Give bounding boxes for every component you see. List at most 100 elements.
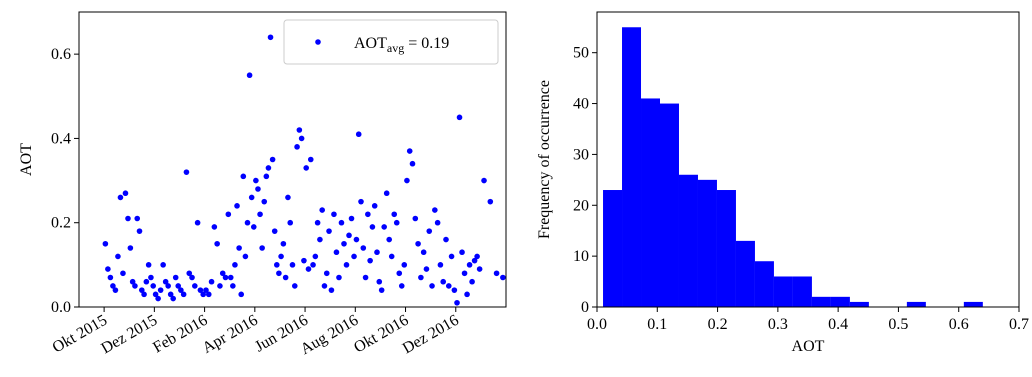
data-point (192, 283, 198, 289)
data-point (367, 257, 373, 264)
data-point (248, 194, 255, 201)
data-point (236, 245, 242, 251)
data-point (333, 249, 340, 256)
x-tick-label: 0.1 (647, 316, 667, 333)
data-point (234, 203, 240, 209)
data-point (454, 299, 460, 306)
data-point (132, 283, 138, 289)
data-point (298, 135, 305, 142)
histogram-bar (735, 240, 755, 307)
data-point (170, 295, 176, 302)
data-point (289, 262, 296, 268)
data-point (351, 253, 357, 260)
data-point (107, 274, 114, 281)
data-point (122, 190, 129, 197)
data-point (255, 186, 261, 192)
data-point (312, 253, 319, 260)
data-point (232, 262, 238, 268)
data-point (263, 173, 270, 180)
data-point (469, 278, 475, 285)
data-point (451, 287, 458, 293)
data-point (253, 177, 259, 184)
data-point (378, 287, 385, 293)
histogram-bar (792, 276, 812, 307)
y-tick-label: 20 (573, 197, 589, 214)
data-point (178, 287, 184, 293)
data-point (183, 169, 190, 175)
data-point (205, 291, 212, 298)
data-point (423, 266, 430, 272)
x-tick-label: Dez 2015 (98, 312, 160, 358)
data-point (294, 144, 300, 150)
data-point (155, 295, 161, 302)
y-axis-label: AOT (18, 143, 35, 176)
data-point (141, 291, 147, 298)
data-point (129, 278, 136, 285)
data-point (162, 278, 169, 285)
data-point (165, 283, 171, 289)
data-point (346, 232, 352, 239)
x-tick-label: Aug 2016 (298, 312, 362, 359)
data-point (246, 72, 253, 79)
data-point (127, 245, 134, 251)
data-point (197, 287, 204, 293)
x-tick-label: Okt 2015 (50, 312, 110, 357)
data-point (225, 211, 232, 218)
data-point (269, 156, 276, 163)
data-point (500, 274, 506, 281)
histogram-bar (811, 296, 831, 307)
y-axis-label: Frequency of occurrence (536, 80, 553, 239)
x-tick-label: 0.3 (768, 316, 788, 333)
data-point (208, 278, 215, 285)
data-point (365, 211, 371, 218)
data-point (305, 266, 312, 272)
histogram-bar (622, 27, 642, 308)
data-point (381, 224, 387, 230)
data-point (211, 224, 218, 230)
data-point (230, 283, 236, 289)
x-tick-label: 0.6 (949, 316, 969, 333)
y-tick-label: 10 (573, 248, 589, 265)
y-tick-label: 30 (573, 146, 589, 163)
data-point (493, 270, 500, 277)
data-point (321, 283, 328, 289)
legend-box (283, 19, 499, 65)
data-point (362, 274, 369, 281)
data-point (274, 262, 280, 268)
data-point (396, 270, 403, 277)
y-tick-label: 0.2 (51, 215, 71, 232)
data-point (261, 198, 268, 205)
x-tick-label: Dez 2016 (400, 312, 462, 358)
data-point (412, 215, 419, 222)
data-point (271, 228, 278, 234)
data-point (371, 203, 378, 209)
data-point (157, 287, 164, 293)
data-point (434, 219, 441, 226)
data-point (112, 287, 119, 293)
x-tick-label: 0.2 (708, 316, 728, 333)
data-point (250, 224, 257, 230)
data-point (102, 240, 109, 247)
data-point (415, 240, 421, 247)
data-point (143, 278, 150, 285)
data-point (360, 245, 367, 251)
histogram-bar (603, 190, 623, 307)
axes-frame (596, 11, 1020, 308)
data-point (152, 291, 159, 298)
data-point (374, 249, 380, 256)
data-point (125, 215, 131, 222)
data-point (456, 114, 463, 121)
histogram-bar (830, 296, 850, 307)
data-point (358, 198, 364, 205)
data-point (401, 262, 408, 268)
data-point (200, 291, 206, 298)
data-point (160, 262, 166, 268)
data-point (280, 240, 287, 247)
data-point (296, 127, 303, 133)
data-point (227, 274, 234, 281)
data-point (393, 219, 400, 226)
histogram-bar (849, 301, 869, 307)
data-point (319, 207, 325, 213)
data-point (426, 228, 433, 234)
data-point (432, 207, 438, 213)
